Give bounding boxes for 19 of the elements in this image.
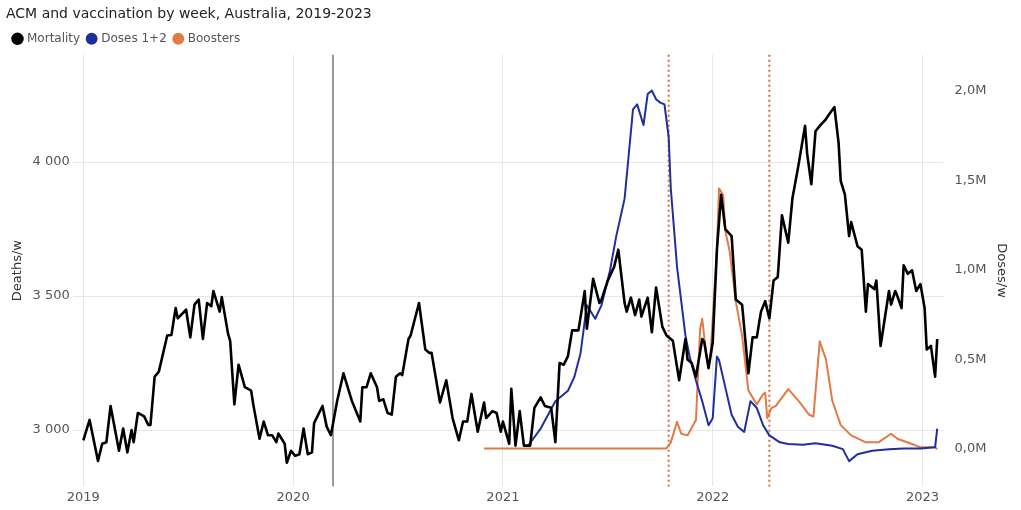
- legend-label: Boosters: [187, 30, 241, 45]
- x-tick-label: 2023: [905, 488, 940, 504]
- x-tick-label: 2020: [276, 488, 310, 504]
- x-tick-label: 2022: [696, 488, 730, 504]
- y2-tick-label: 0,0M: [954, 440, 987, 456]
- legend-label: Mortality: [27, 30, 81, 45]
- x-tick-label: 2019: [66, 488, 100, 504]
- y2-tick-label: 0,5M: [954, 350, 987, 366]
- y2-axis-title: Doses/w: [994, 243, 1010, 299]
- chart-title: ACM and vaccination by week, Australia, 2019-2023: [6, 5, 372, 22]
- y-tick-label: 3 000: [32, 421, 70, 437]
- y-axis-title: Deaths/w: [9, 239, 25, 302]
- x-tick-label: 2021: [486, 488, 520, 504]
- y2-tick-label: 2,0M: [954, 81, 987, 97]
- y-tick-label: 3 500: [32, 287, 70, 303]
- y-tick-label: 4 000: [32, 153, 70, 169]
- legend-label: Doses 1+2: [101, 30, 167, 45]
- y2-tick-label: 1,0M: [954, 261, 987, 277]
- y2-tick-label: 1,5M: [954, 171, 987, 187]
